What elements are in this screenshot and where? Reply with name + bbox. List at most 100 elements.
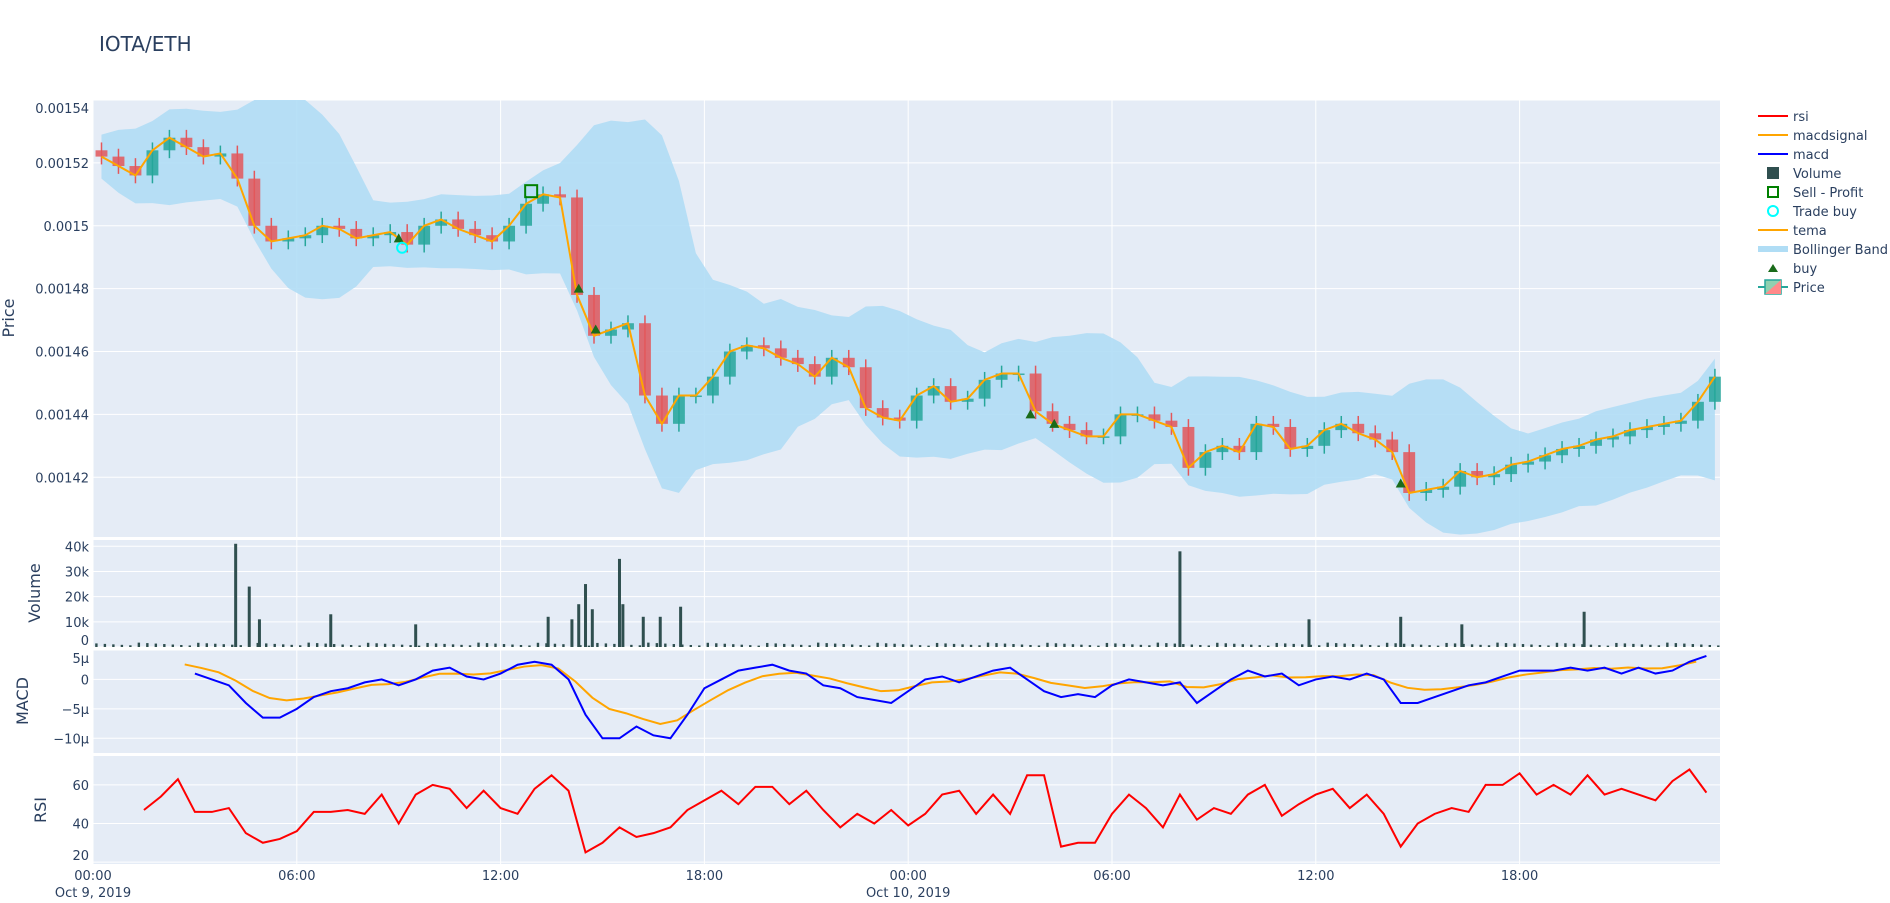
volume-bar xyxy=(222,644,225,647)
x-tick-date: Oct 9, 2019 xyxy=(55,886,131,901)
legend-item-volume[interactable]: Volume xyxy=(1767,167,1841,182)
price-y-tick-label: 0.00148 xyxy=(35,283,89,298)
volume-bar xyxy=(1114,643,1117,647)
candle-body xyxy=(554,194,566,198)
candle-body xyxy=(435,219,448,226)
candle-body xyxy=(350,228,363,239)
volume-bar xyxy=(163,644,166,647)
volume-bar xyxy=(859,644,862,647)
sell-profit-marker xyxy=(524,184,539,199)
legend-item-macdsignal[interactable]: macdsignal xyxy=(1758,129,1867,144)
volume-bar xyxy=(400,644,404,647)
candle-body xyxy=(1284,426,1297,449)
candle-body xyxy=(1386,439,1399,453)
volume-bar xyxy=(426,642,429,647)
volume-bar xyxy=(1368,644,1372,647)
volume-bar xyxy=(1241,644,1244,647)
volume-bar xyxy=(256,642,259,647)
volume-bar xyxy=(485,643,489,647)
volume-bar xyxy=(1399,616,1403,647)
chart-title: IOTA/ETH xyxy=(99,32,192,56)
volume-bar xyxy=(1708,644,1712,647)
legend-band-icon xyxy=(1758,246,1788,252)
legend-item-macd[interactable]: macd xyxy=(1758,148,1829,163)
rsi-y-tick-label: 60 xyxy=(72,779,89,794)
legend-label: Volume xyxy=(1793,167,1841,182)
candle-body xyxy=(1029,373,1042,412)
candle-body xyxy=(1267,423,1280,427)
volume-bar xyxy=(383,643,387,647)
x-tick-label: 06:00 xyxy=(1093,869,1130,884)
candle-body xyxy=(1691,401,1704,421)
macd-y-tick-label: 0 xyxy=(81,673,89,688)
volume-bar xyxy=(1301,644,1304,647)
candle-body xyxy=(418,225,431,245)
volume-bar xyxy=(1632,643,1635,647)
volume-bar xyxy=(679,606,683,647)
volume-bar xyxy=(1029,644,1032,647)
volume-bar xyxy=(783,643,786,647)
candle-body xyxy=(1182,426,1195,468)
legend-item-sell-profit[interactable]: Sell - Profit xyxy=(1767,186,1863,201)
candle-body xyxy=(231,153,244,179)
volume-bar xyxy=(995,643,998,647)
legend-item-price[interactable]: Price xyxy=(1758,279,1825,296)
candle-body xyxy=(265,225,278,242)
volume-bar xyxy=(825,643,828,647)
volume-bar xyxy=(1071,644,1075,647)
legend-item-buy[interactable]: buy xyxy=(1768,262,1817,277)
legend-label: macd xyxy=(1793,148,1829,163)
candle-body xyxy=(791,357,804,365)
volume-bar xyxy=(562,644,565,647)
candle-body xyxy=(1046,411,1059,424)
volume-bar xyxy=(1343,643,1346,647)
legend-item-tema[interactable]: tema xyxy=(1758,224,1827,239)
volume-bar xyxy=(658,616,662,647)
volume-bar xyxy=(587,645,591,647)
price-y-tick-label: 0.00152 xyxy=(35,157,89,172)
volume-bar xyxy=(451,644,455,647)
candle-body xyxy=(927,386,940,396)
candle-body xyxy=(1216,445,1229,453)
volume-bar xyxy=(392,644,395,647)
legend-item-rsi[interactable]: rsi xyxy=(1758,110,1809,125)
volume-bar xyxy=(1334,643,1338,647)
candle-body xyxy=(978,379,991,399)
volume-bar xyxy=(1309,644,1312,647)
bollinger-band xyxy=(101,100,1715,535)
rsi-y-tick-label: 20 xyxy=(72,849,89,864)
volume-bar xyxy=(1020,644,1024,647)
volume-bar xyxy=(774,643,777,647)
volume-bar xyxy=(952,643,956,647)
candle-body xyxy=(1658,423,1670,427)
volume-bar xyxy=(1224,643,1227,647)
volume-bar xyxy=(681,644,684,647)
candle-body xyxy=(1522,461,1535,465)
candle-body xyxy=(1250,423,1263,453)
legend-item-trade-buy[interactable]: Trade buy xyxy=(1767,205,1857,220)
volume-bar xyxy=(282,644,285,647)
candle-body xyxy=(639,323,651,396)
candle-body xyxy=(95,150,108,157)
volume-bar xyxy=(1046,642,1049,647)
x-tick-label: 12:00 xyxy=(1297,869,1334,884)
volume-bar xyxy=(1360,644,1363,647)
volume-bar xyxy=(647,642,650,647)
volume-bar xyxy=(214,643,217,647)
tema-line xyxy=(101,136,1716,495)
volume-bar xyxy=(723,643,726,647)
volume-bar xyxy=(234,543,238,647)
candle-body xyxy=(1437,486,1450,490)
volume-bar xyxy=(1377,645,1380,647)
volume-bar xyxy=(816,642,820,647)
rsi-line xyxy=(143,768,1708,854)
legend-triangle-icon xyxy=(1768,264,1778,272)
candle-body xyxy=(1318,430,1331,446)
volume-bar xyxy=(519,644,523,647)
trade-buy-marker xyxy=(396,241,409,254)
volume-bar xyxy=(332,644,336,647)
volume-bar xyxy=(1445,642,1448,647)
legend-item-bollinger-band[interactable]: Bollinger Band xyxy=(1758,243,1888,258)
volume-bar xyxy=(1598,645,1601,647)
macd-plot-area xyxy=(93,650,1720,753)
